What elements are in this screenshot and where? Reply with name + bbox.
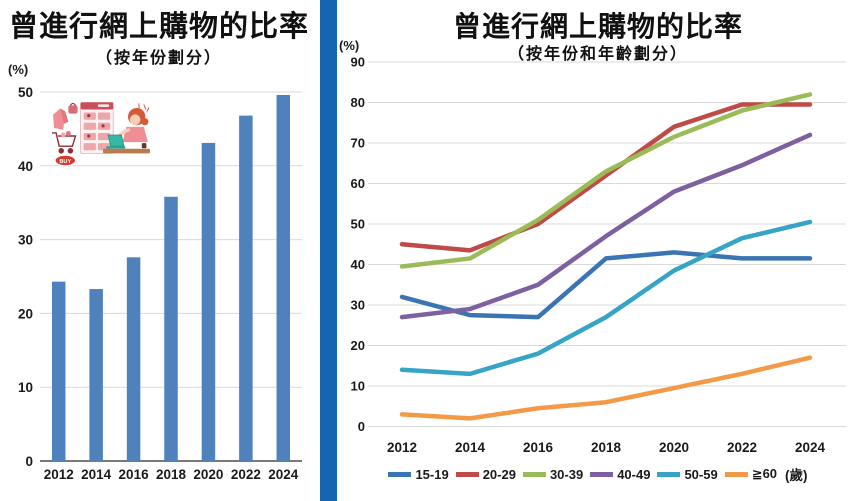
- y-tick-label: 0: [358, 419, 365, 434]
- bar: [126, 257, 141, 461]
- x-tick-label: 2020: [659, 440, 689, 455]
- y-tick-label: 0: [25, 454, 33, 469]
- legend-label: 50-59: [684, 466, 718, 482]
- line-chart-subtitle: （按年份和年齡劃分）: [507, 46, 688, 63]
- clothes-graphic: [53, 102, 78, 130]
- y-tick-label: 20: [351, 338, 365, 353]
- y-tick-label: 80: [351, 95, 365, 110]
- legend-swatch: [657, 471, 681, 477]
- x-tick-label: 2012: [44, 467, 74, 482]
- x-tick-label: 2018: [591, 440, 622, 455]
- x-tick-label: 2022: [727, 440, 757, 455]
- legend-label: 40-49: [617, 466, 651, 482]
- bar: [201, 142, 216, 461]
- y-tick-label: 40: [351, 257, 365, 272]
- legend-swatch: [388, 471, 412, 477]
- x-tick-label: 2018: [156, 467, 187, 482]
- legend-swatch: [724, 471, 748, 477]
- legend-label: ≧60: [751, 466, 778, 481]
- legend-item: 40-49: [590, 467, 650, 482]
- bar-chart-subtitle: （按年份劃分）: [95, 50, 222, 67]
- x-tick-label: 2016: [523, 440, 554, 455]
- y-tick-label: 60: [351, 176, 365, 191]
- legend-label: 20-29: [482, 466, 516, 482]
- x-tick-label: 2024: [795, 440, 826, 455]
- line-chart-title: 曾進行網上購物的比率: [452, 11, 743, 42]
- y-tick-label: 20: [18, 306, 33, 321]
- y-tick-label: 10: [351, 379, 365, 394]
- legend-item: 15-19: [388, 466, 449, 482]
- catalog-panel-graphic: [80, 101, 114, 154]
- x-tick-label: 2016: [119, 467, 150, 482]
- x-tick-label: 2012: [387, 440, 417, 455]
- legend-item: ≧60: [724, 466, 778, 482]
- shopper-graphic: [103, 103, 150, 154]
- series-line-50-59: [399, 219, 813, 377]
- panel-divider: [320, 0, 337, 501]
- y-tick-label: 70: [351, 136, 365, 151]
- y-tick-label: 50: [18, 85, 33, 100]
- series-line-40-49: [399, 132, 813, 320]
- online-shopping-illustration: BUY: [52, 101, 150, 167]
- legend-item: 20-29: [455, 466, 516, 482]
- series-line-≧60: [399, 355, 813, 421]
- line-chart-plot: 0 10 20 30 40 50 60 70 80 90 2012 2014 2016 2018 2020 2…: [351, 55, 846, 455]
- legend-item: 30-39: [522, 466, 584, 482]
- bar: [51, 281, 66, 461]
- bar: [239, 115, 253, 461]
- legend-swatch: [590, 471, 614, 477]
- series-line-20-29: [399, 102, 813, 253]
- series-line-30-39: [399, 92, 813, 269]
- x-tick-label: 2024: [268, 467, 299, 482]
- x-tick-label: 2014: [81, 467, 112, 482]
- x-tick-label: 2020: [193, 467, 223, 482]
- bar-chart-unit-label: (%): [8, 62, 29, 77]
- y-tick-label: 40: [18, 159, 33, 174]
- legend-unit-suffix: (歲): [785, 468, 808, 483]
- series-line-15-19: [399, 250, 813, 320]
- legend-label: 15-19: [415, 466, 449, 482]
- legend-swatch: [455, 471, 479, 477]
- legend-label: 30-39: [549, 466, 584, 482]
- line-chart-legend: 15-19 20-29 30-39 40-49 50-59 ≧60 (歲): [338, 464, 858, 484]
- x-tick-label: 2022: [231, 467, 261, 482]
- legend-item: 50-59: [657, 466, 718, 482]
- y-tick-label: 90: [351, 55, 365, 70]
- bar: [89, 289, 103, 461]
- buy-tag: BUY: [54, 154, 77, 167]
- y-tick-label: 50: [351, 217, 365, 232]
- bar: [276, 94, 291, 462]
- bar: [164, 196, 178, 461]
- bar-chart-title: 曾進行網上購物的比率: [8, 11, 309, 43]
- cart-icon: [52, 131, 77, 154]
- bar-chart-panel: 曾進行網上購物的比率 （按年份劃分） (%) 0 10 20 30 40 50 2012 20…: [0, 0, 318, 501]
- bar-chart-plot: 0 10 20 30 40 50 2012 2014 2016 2018 2020 2022 2024: [18, 85, 302, 482]
- legend-swatch: [522, 471, 546, 477]
- y-tick-label: 30: [18, 233, 33, 248]
- line-chart-unit-label: (%): [339, 38, 360, 53]
- x-tick-label: 2014: [455, 440, 486, 455]
- y-tick-label: 30: [351, 298, 365, 313]
- y-tick-label: 10: [18, 380, 33, 395]
- buy-tag-label: BUY: [59, 159, 71, 165]
- line-chart-panel: 曾進行網上購物的比率 （按年份和年齡劃分） (%) 0 10 20 30 40 50 60 7…: [338, 0, 858, 501]
